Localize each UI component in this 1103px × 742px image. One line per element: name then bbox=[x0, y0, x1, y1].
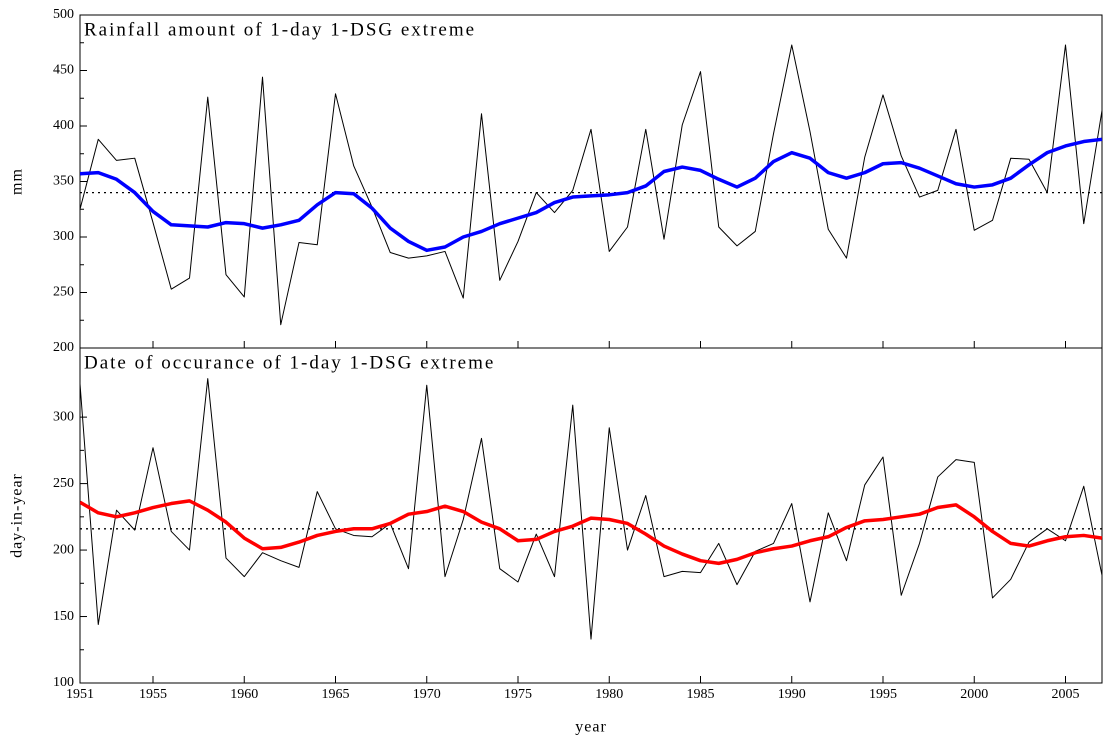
y-tick-label: 250 bbox=[53, 285, 74, 300]
series-group bbox=[80, 378, 1103, 640]
y-tick-label: 300 bbox=[53, 229, 74, 244]
x-tick-label: 1960 bbox=[230, 687, 258, 702]
x-tick-label: 1995 bbox=[869, 687, 897, 702]
series-group bbox=[80, 44, 1103, 326]
y-tick-label: 500 bbox=[53, 7, 74, 22]
x-tick-label: 2000 bbox=[960, 687, 988, 702]
y-axis-title: day-in-year bbox=[9, 473, 26, 558]
y-tick-label: 200 bbox=[53, 542, 74, 557]
y-axis-title: mm bbox=[9, 168, 26, 195]
y-tick-label: 350 bbox=[53, 174, 74, 189]
x-tick-label: 1965 bbox=[322, 687, 350, 702]
y-tick-label: 300 bbox=[53, 409, 74, 424]
data-line bbox=[80, 44, 1103, 326]
x-tick-label: 2005 bbox=[1052, 687, 1080, 702]
y-tick-label: 250 bbox=[53, 476, 74, 491]
plot-frame bbox=[79, 347, 1103, 684]
x-tick-label: 1985 bbox=[687, 687, 715, 702]
x-tick-label: 1990 bbox=[778, 687, 806, 702]
x-tick-label: 1955 bbox=[139, 687, 167, 702]
chart-title: Rainfall amount of 1-day 1-DSG extreme bbox=[84, 19, 476, 40]
data-line bbox=[80, 378, 1103, 640]
x-tick-label: 1975 bbox=[504, 687, 532, 702]
y-tick-label: 200 bbox=[53, 340, 74, 355]
y-tick-label: 400 bbox=[53, 118, 74, 133]
data-line bbox=[80, 499, 1103, 566]
x-tick-label: 1970 bbox=[413, 687, 441, 702]
y-tick-label: 450 bbox=[53, 63, 74, 78]
chart-title: Date of occurance of 1-day 1-DSG extreme bbox=[84, 352, 495, 373]
x-tick-label: 1951 bbox=[66, 687, 94, 702]
y-tick-label: 150 bbox=[53, 609, 74, 624]
x-axis-title: year bbox=[575, 719, 607, 736]
x-tick-label: 1980 bbox=[595, 687, 623, 702]
data-line bbox=[80, 137, 1103, 253]
y-tick-label: 100 bbox=[53, 675, 74, 690]
